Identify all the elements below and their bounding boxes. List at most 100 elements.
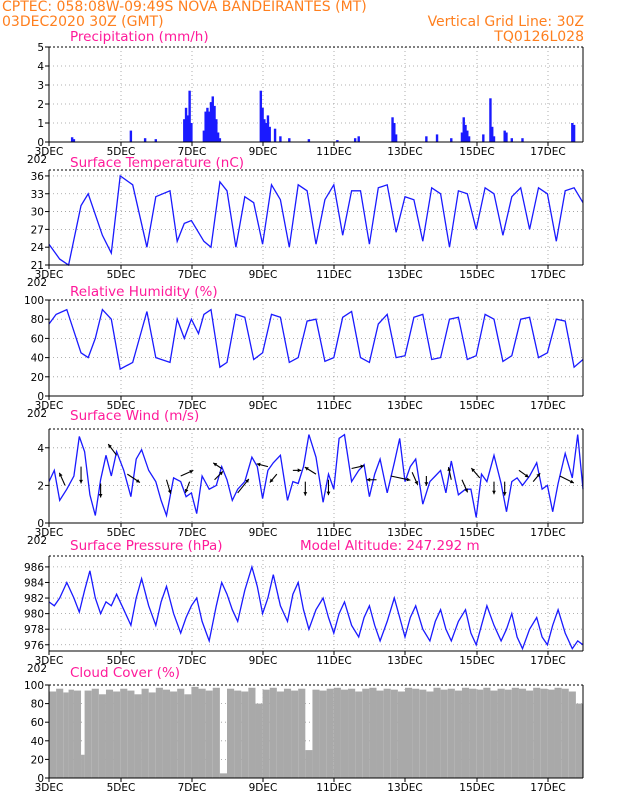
- cloud-bar-18: [170, 691, 178, 778]
- wind-vector-head-25: [492, 490, 496, 495]
- ytick-label-3-0: 0: [37, 518, 44, 530]
- cloud-bar-54: [426, 691, 434, 778]
- precip-bar-6: [183, 119, 186, 142]
- series-line-3: [48, 433, 584, 518]
- cloud-bar-33: [276, 691, 284, 778]
- wind-vector-head-8: [219, 471, 223, 476]
- cloud-bar-9: [105, 689, 114, 778]
- ytick-label-0-2: 2: [37, 99, 44, 111]
- xtick-label-4-4: 11DEC: [316, 655, 351, 667]
- xtick-label-2-4: 11DEC: [316, 400, 351, 412]
- year-fragment-1: 202: [27, 277, 47, 289]
- wind-vector-head-29: [569, 479, 574, 484]
- xtick-label-0-4: 11DEC: [316, 146, 351, 158]
- ytick-label-1-3: 30: [31, 207, 44, 219]
- xtick-label-3-2: 7DEC: [178, 527, 207, 539]
- panel-title-2: Relative Humidity (%): [70, 284, 218, 300]
- ytick-label-3-1: 2: [37, 480, 44, 492]
- wind-vector-head-0: [59, 472, 63, 477]
- cloud-bar-17: [162, 689, 171, 778]
- precip-bar-25: [266, 115, 270, 142]
- precip-bar-34: [391, 117, 394, 142]
- ytick-label-0-1: 1: [37, 118, 44, 130]
- cloud-bar-8: [98, 694, 106, 778]
- ytick-label-1-2: 27: [31, 224, 44, 236]
- cloud-bar-70: [540, 688, 548, 778]
- precip-bar-15: [209, 102, 213, 142]
- cloud-bar-37: [305, 750, 313, 778]
- cloud-bar-55: [433, 687, 441, 778]
- wind-vector-head-4: [135, 479, 140, 483]
- ytick-label-4-1: 978: [24, 624, 44, 636]
- cloud-bar-53: [419, 689, 427, 778]
- ytick-label-1-5: 36: [31, 171, 45, 183]
- ytick-label-2-2: 40: [31, 353, 44, 365]
- cloud-bar-68: [526, 690, 534, 778]
- ytick-label-1-1: 24: [31, 242, 45, 254]
- cloud-bar-15: [148, 692, 156, 778]
- cloud-bar-11: [120, 688, 128, 778]
- ytick-label-0-0: 0: [37, 137, 44, 149]
- precip-bar-53: [571, 123, 574, 142]
- xtick-label-1-3: 9DEC: [249, 269, 278, 281]
- cloud-bar-43: [348, 688, 356, 778]
- header-grid-info: Vertical Grid Line: 30Z: [427, 14, 584, 30]
- precip-bar-11: [202, 130, 206, 142]
- xtick-label-3-4: 11DEC: [316, 527, 351, 539]
- wind-vector-head-14: [303, 492, 308, 496]
- cloud-bar-6: [84, 690, 92, 778]
- precip-bar-10: [190, 123, 193, 142]
- cloud-bar-28: [241, 691, 249, 778]
- xtick-label-5-4: 11DEC: [316, 782, 351, 794]
- xtick-label-2-1: 5DEC: [107, 400, 136, 412]
- wind-vector-head-22: [447, 467, 452, 471]
- precip-bar-48: [492, 136, 496, 142]
- cloud-bar-14: [141, 688, 149, 778]
- xtick-label-5-5: 13DEC: [387, 782, 422, 794]
- cloud-bar-38: [312, 689, 320, 778]
- precip-bar-4: [154, 139, 157, 142]
- xtick-label-0-7: 17DEC: [530, 146, 565, 158]
- ytick-label-5-0: 0: [37, 773, 44, 785]
- precip-bar-14: [208, 111, 211, 142]
- xtick-label-5-7: 17DEC: [530, 782, 565, 794]
- ytick-label-1-0: 21: [31, 260, 44, 272]
- cloud-bar-39: [319, 690, 327, 778]
- year-fragment-2: 202: [27, 408, 47, 420]
- xtick-label-4-6: 15DEC: [459, 655, 494, 667]
- wind-vector-head-9: [213, 462, 218, 467]
- cloud-bar-47: [376, 690, 384, 778]
- header-run-date: 03DEC2020 30Z (GMT): [2, 14, 164, 30]
- xtick-label-0-1: 5DEC: [107, 146, 136, 158]
- xtick-label-2-6: 15DEC: [459, 400, 494, 412]
- precip-bar-3: [143, 138, 147, 142]
- wind-vector-head-12: [269, 478, 274, 483]
- precip-bar-35: [393, 123, 396, 142]
- wind-vector-head-11: [256, 462, 261, 467]
- cloud-bar-20: [184, 694, 192, 778]
- cloud-bar-21: [191, 686, 199, 778]
- panel-title-1: Surface Temperature (nC): [70, 155, 244, 171]
- wind-vector-head-19: [406, 477, 411, 482]
- cloud-bar-3: [68, 689, 74, 778]
- cloud-bar-64: [497, 688, 505, 778]
- ytick-label-0-3: 3: [37, 80, 44, 92]
- wind-vector-head-15: [304, 467, 309, 471]
- precip-bar-8: [186, 115, 190, 142]
- ytick-label-3-2: 4: [37, 443, 44, 455]
- cloud-bar-29: [248, 687, 256, 778]
- cloud-bar-0: [49, 691, 57, 778]
- cloud-bar-16: [155, 687, 163, 778]
- cloud-bar-41: [333, 687, 341, 778]
- cloud-bar-48: [383, 688, 391, 778]
- cloud-bar-71: [547, 689, 555, 778]
- xtick-label-2-7: 17DEC: [530, 400, 565, 412]
- panel-annotation-4: Model Altitude: 247.292 m: [300, 538, 480, 554]
- cloud-bar-24: [212, 687, 220, 778]
- precip-bar-2: [129, 130, 133, 142]
- cloud-bar-35: [291, 690, 299, 778]
- precip-bar-36: [394, 134, 398, 142]
- cloud-bar-72: [554, 687, 562, 778]
- cloud-bar-25: [219, 773, 227, 778]
